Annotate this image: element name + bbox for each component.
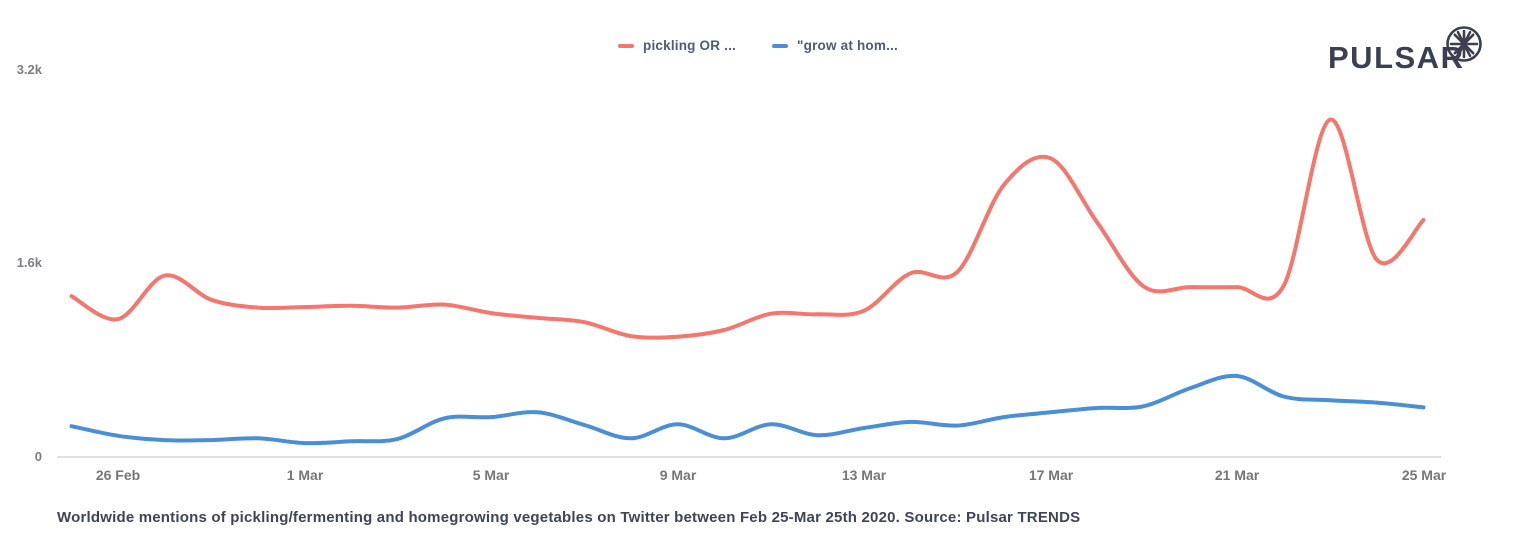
- legend-item-pickling[interactable]: pickling OR ...: [618, 38, 736, 53]
- xtick-26feb: 26 Feb: [95, 467, 141, 483]
- legend-item-grow-at-home[interactable]: "grow at hom...: [772, 38, 898, 53]
- ytick-0: 0: [34, 449, 42, 464]
- ytick-1600: 1.6k: [16, 255, 42, 270]
- starburst-icon: [1446, 26, 1482, 62]
- pickling-series-line: [69, 117, 1426, 340]
- xtick-9mar: 9 Mar: [659, 467, 697, 483]
- pulsar-logo: PULSAR: [1328, 24, 1488, 76]
- chart-legend: pickling OR ... "grow at hom...: [618, 38, 898, 53]
- ytick-3200: 3.2k: [16, 62, 42, 77]
- grow-at-home-series-swatch: [772, 43, 789, 48]
- xtick-13mar: 13 Mar: [841, 467, 887, 483]
- xtick-21mar: 21 Mar: [1214, 467, 1260, 483]
- xtick-25mar: 25 Mar: [1401, 467, 1447, 483]
- xtick-1mar: 1 Mar: [286, 467, 324, 483]
- legend-label-grow-at-home: "grow at hom...: [797, 38, 898, 53]
- xtick-5mar: 5 Mar: [472, 467, 510, 483]
- chart-caption: Worldwide mentions of pickling/fermentin…: [57, 509, 1081, 526]
- legend-label-pickling: pickling OR ...: [643, 38, 737, 53]
- xtick-17mar: 17 Mar: [1028, 467, 1074, 483]
- pickling-series-swatch: [618, 43, 634, 48]
- pulsar-logo-text: PULSAR: [1328, 40, 1465, 75]
- grow-at-home-series-line: [69, 373, 1426, 446]
